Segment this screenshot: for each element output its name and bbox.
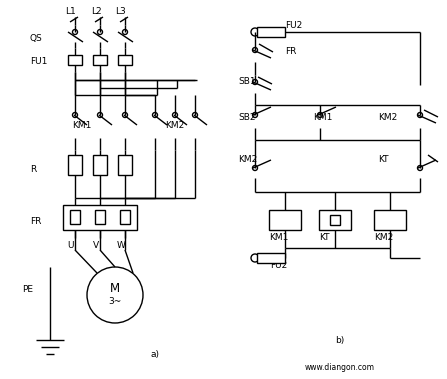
Bar (118, 155, 132, 175)
Bar (374, 210, 406, 230)
Text: L3: L3 (116, 8, 127, 17)
Text: L2: L2 (91, 8, 101, 17)
Text: SB2: SB2 (238, 113, 256, 122)
Bar (257, 253, 285, 263)
Text: KT: KT (319, 233, 329, 243)
Text: KM2: KM2 (378, 113, 397, 122)
Text: R: R (30, 166, 36, 174)
Text: V: V (93, 241, 99, 249)
Text: M: M (110, 282, 120, 294)
Text: SB1: SB1 (238, 77, 256, 86)
Bar (68, 155, 82, 175)
Text: FR: FR (30, 218, 42, 227)
Text: U: U (68, 241, 74, 249)
Text: www.diangon.com: www.diangon.com (305, 363, 375, 373)
Bar (95, 210, 105, 224)
Text: FU1: FU1 (30, 58, 47, 66)
Text: a): a) (151, 351, 160, 360)
Bar (257, 27, 285, 37)
Text: b): b) (335, 335, 345, 345)
Bar (93, 155, 107, 175)
Bar (330, 215, 340, 225)
Bar (68, 55, 82, 65)
Bar (269, 210, 301, 230)
Text: KT: KT (378, 155, 388, 164)
Text: KM2: KM2 (238, 155, 257, 164)
Bar (118, 55, 132, 65)
Bar (319, 210, 351, 230)
Bar (93, 55, 107, 65)
Text: W: W (117, 241, 126, 249)
Bar (120, 210, 130, 224)
Text: FU2: FU2 (270, 260, 287, 269)
Text: 3~: 3~ (108, 298, 122, 307)
Bar (70, 210, 80, 224)
Text: FU2: FU2 (285, 20, 302, 30)
Text: KM1: KM1 (269, 233, 288, 243)
Text: PE: PE (22, 285, 33, 294)
Bar (63, 205, 137, 230)
Text: KM2: KM2 (165, 121, 184, 130)
Text: FR: FR (285, 47, 296, 56)
Text: KM1: KM1 (313, 113, 333, 122)
Text: KM1: KM1 (72, 121, 91, 130)
Text: QS: QS (30, 33, 43, 42)
Text: L1: L1 (66, 8, 76, 17)
Text: KM2: KM2 (374, 233, 393, 243)
